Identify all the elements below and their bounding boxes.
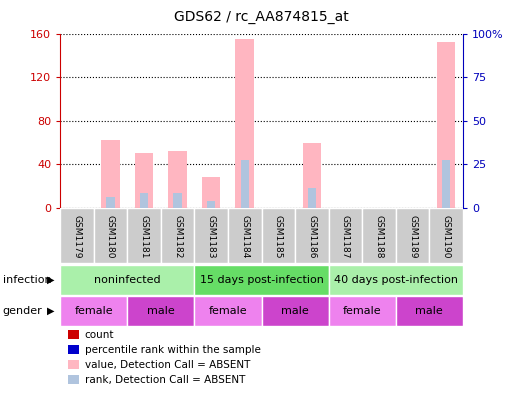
- Text: rank, Detection Call = ABSENT: rank, Detection Call = ABSENT: [85, 375, 245, 385]
- Bar: [174, 192, 182, 208]
- Bar: [161, 208, 195, 263]
- Bar: [195, 208, 228, 263]
- Bar: [202, 177, 220, 208]
- Bar: [362, 208, 396, 263]
- Text: GSM1182: GSM1182: [173, 215, 182, 258]
- Bar: [60, 265, 195, 295]
- Bar: [241, 160, 249, 208]
- Text: GSM1185: GSM1185: [274, 215, 283, 258]
- Bar: [60, 208, 94, 263]
- Text: GSM1189: GSM1189: [408, 215, 417, 258]
- Bar: [168, 151, 187, 208]
- Bar: [235, 39, 254, 208]
- Bar: [127, 296, 195, 326]
- Text: GSM1180: GSM1180: [106, 215, 115, 258]
- Bar: [328, 296, 396, 326]
- Text: GSM1183: GSM1183: [207, 215, 215, 258]
- Bar: [295, 208, 328, 263]
- Text: noninfected: noninfected: [94, 275, 161, 285]
- Bar: [429, 208, 463, 263]
- Text: GSM1181: GSM1181: [140, 215, 149, 258]
- Bar: [396, 296, 463, 326]
- Bar: [135, 153, 153, 208]
- Bar: [396, 208, 429, 263]
- Bar: [195, 265, 328, 295]
- Text: GSM1190: GSM1190: [441, 215, 451, 258]
- Bar: [207, 201, 215, 208]
- Text: 40 days post-infection: 40 days post-infection: [334, 275, 458, 285]
- Bar: [140, 192, 148, 208]
- Bar: [127, 208, 161, 263]
- Text: GSM1179: GSM1179: [72, 215, 82, 258]
- Bar: [106, 197, 115, 208]
- Bar: [442, 160, 450, 208]
- Text: 15 days post-infection: 15 days post-infection: [200, 275, 323, 285]
- Text: count: count: [85, 329, 114, 340]
- Bar: [195, 296, 262, 326]
- Text: ▶: ▶: [47, 306, 54, 316]
- Text: female: female: [209, 306, 247, 316]
- Text: male: male: [281, 306, 309, 316]
- Text: percentile rank within the sample: percentile rank within the sample: [85, 345, 260, 355]
- Bar: [303, 143, 321, 208]
- Text: male: male: [147, 306, 175, 316]
- Text: GSM1188: GSM1188: [374, 215, 383, 258]
- Bar: [437, 42, 456, 208]
- Text: male: male: [415, 306, 443, 316]
- Text: GSM1186: GSM1186: [308, 215, 316, 258]
- Text: value, Detection Call = ABSENT: value, Detection Call = ABSENT: [85, 360, 250, 370]
- Bar: [328, 208, 362, 263]
- Bar: [94, 208, 127, 263]
- Bar: [262, 208, 295, 263]
- Bar: [308, 188, 316, 208]
- Text: female: female: [74, 306, 113, 316]
- Text: infection: infection: [3, 275, 51, 285]
- Text: female: female: [343, 306, 381, 316]
- Text: GSM1187: GSM1187: [341, 215, 350, 258]
- Text: gender: gender: [3, 306, 42, 316]
- Text: GDS62 / rc_AA874815_at: GDS62 / rc_AA874815_at: [174, 10, 349, 24]
- Text: GSM1184: GSM1184: [240, 215, 249, 258]
- Text: ▶: ▶: [47, 275, 54, 285]
- Bar: [228, 208, 262, 263]
- Bar: [262, 296, 328, 326]
- Bar: [328, 265, 463, 295]
- Bar: [60, 296, 127, 326]
- Bar: [101, 140, 120, 208]
